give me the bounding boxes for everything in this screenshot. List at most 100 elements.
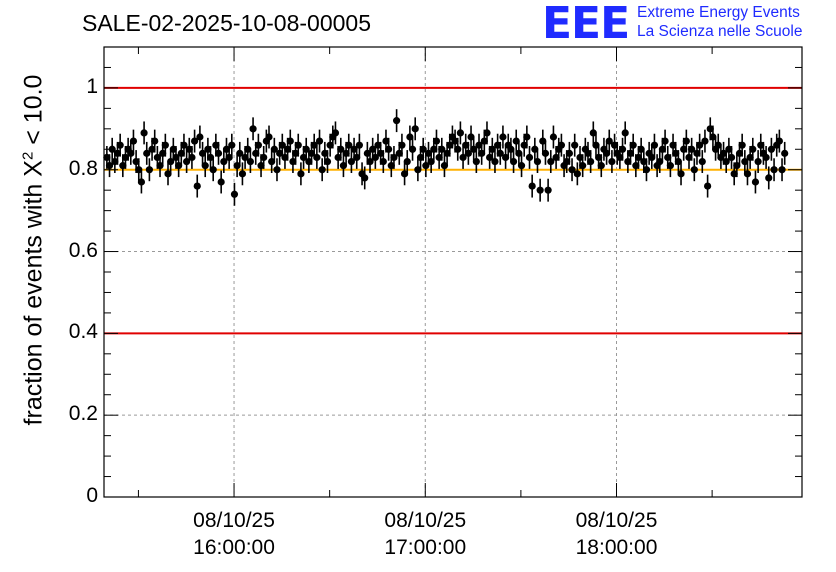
data-point (323, 150, 332, 173)
marker (456, 129, 465, 137)
marker (525, 153, 534, 162)
marker (400, 170, 409, 178)
marker (682, 137, 690, 145)
marker (714, 141, 722, 149)
marker (480, 137, 488, 145)
marker (632, 162, 640, 170)
marker (515, 149, 523, 157)
marker (579, 162, 587, 170)
y-tick-label: 1 (86, 74, 98, 98)
marker (626, 149, 635, 157)
data-point (385, 137, 393, 161)
data-point (180, 133, 188, 157)
marker (488, 145, 496, 153)
marker (733, 162, 741, 170)
marker (403, 157, 411, 166)
marker (291, 149, 300, 157)
data-points (103, 109, 789, 206)
marker (246, 157, 255, 166)
marker (520, 141, 528, 149)
y-axis-label-sup: 2 (19, 151, 37, 161)
marker (177, 149, 185, 157)
marker (767, 145, 776, 153)
marker (621, 129, 629, 137)
x-tick-time: 17:00:00 (384, 536, 467, 559)
marker (334, 153, 342, 162)
data-point (775, 129, 783, 153)
marker (222, 145, 231, 153)
marker (140, 129, 148, 137)
marker (214, 149, 223, 157)
data-point (618, 137, 627, 161)
marker (573, 170, 581, 178)
marker (730, 170, 738, 178)
data-point (135, 158, 143, 182)
marker (605, 137, 613, 145)
marker (339, 162, 348, 170)
marker (127, 149, 135, 157)
data-point (733, 154, 741, 178)
marker (658, 145, 667, 153)
data-point (656, 150, 664, 173)
marker (528, 182, 536, 190)
marker (517, 162, 526, 170)
marker (260, 153, 268, 162)
marker (499, 133, 507, 141)
marker (685, 153, 693, 162)
data-point (765, 166, 773, 190)
marker (206, 153, 215, 162)
marker (552, 153, 560, 162)
marker (749, 145, 757, 153)
data-point (268, 150, 276, 173)
marker (318, 166, 326, 174)
marker (483, 129, 491, 137)
y-tick-label: 0.8 (68, 156, 98, 180)
marker (661, 137, 669, 145)
marker (241, 153, 249, 162)
data-point (249, 117, 257, 141)
data-point (331, 121, 340, 145)
data-point (302, 137, 310, 161)
marker (565, 149, 573, 157)
marker (459, 153, 467, 162)
marker (539, 137, 547, 145)
marker (377, 149, 385, 157)
data-point (509, 150, 518, 173)
marker (597, 162, 605, 170)
marker (265, 133, 273, 141)
marker (454, 145, 462, 153)
data-point (536, 178, 544, 202)
data-point (491, 150, 499, 173)
data-point (690, 158, 698, 182)
data-point (565, 141, 573, 165)
data-point (727, 146, 736, 169)
reference-lines (104, 86, 802, 335)
x-tick-date: 08/10/25 (193, 509, 275, 532)
data-point (236, 141, 244, 165)
marker (103, 153, 111, 162)
data-point (549, 125, 558, 149)
plot-frame (103, 46, 803, 498)
marker (299, 153, 308, 162)
marker (143, 149, 151, 157)
marker (159, 149, 167, 157)
marker (674, 157, 682, 166)
marker (326, 141, 334, 149)
marker (220, 157, 228, 166)
marker (438, 145, 446, 153)
marker (610, 141, 619, 149)
marker (270, 145, 278, 153)
data-point (161, 133, 169, 157)
data-point (220, 150, 228, 173)
data-point (108, 137, 116, 161)
marker (592, 141, 600, 149)
marker (533, 157, 542, 166)
marker (190, 137, 199, 145)
marker (278, 141, 286, 149)
marker (156, 162, 164, 170)
marker (236, 149, 244, 157)
marker (608, 157, 616, 166)
data-point (512, 129, 520, 153)
marker (746, 153, 754, 162)
marker (390, 153, 398, 162)
